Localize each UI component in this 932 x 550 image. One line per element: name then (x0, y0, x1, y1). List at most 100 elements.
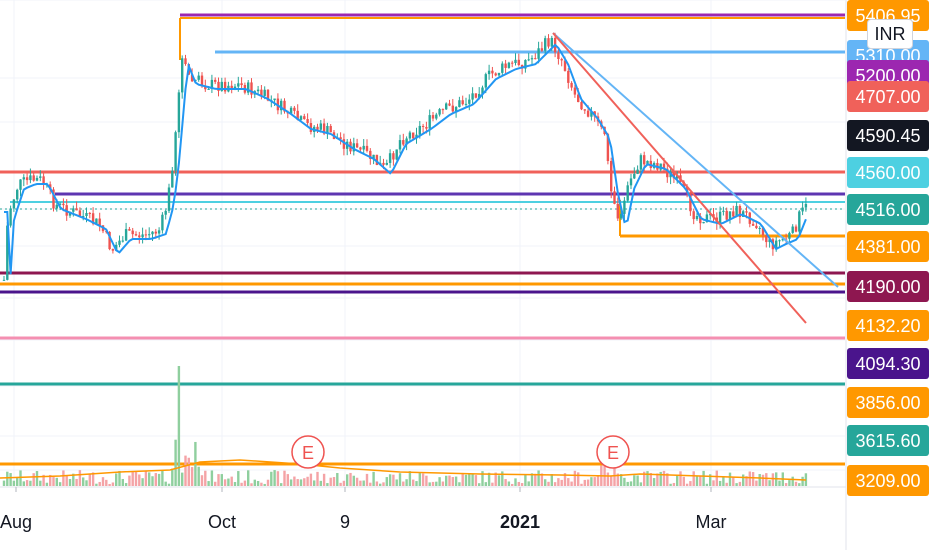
price-label[interactable]: 3615.60 (847, 425, 929, 456)
volume-bar (210, 470, 214, 486)
candle-body (339, 137, 342, 140)
volume-bar (42, 474, 45, 486)
price-label[interactable]: 4560.00 (847, 157, 929, 188)
candle-body (111, 249, 115, 251)
volume-bar (134, 471, 138, 486)
volume-bar (313, 480, 316, 486)
volume-bar (243, 480, 247, 486)
candle-body (95, 218, 98, 224)
candle-body (544, 38, 547, 51)
volume-bar (610, 475, 613, 486)
candle-body (355, 143, 359, 148)
volume-bar (550, 474, 553, 486)
candle-body (22, 177, 25, 180)
candle-body (451, 105, 454, 112)
candle-body (643, 155, 646, 165)
volume-bar (266, 479, 270, 486)
candle-body (131, 230, 134, 235)
volume-bar (299, 479, 303, 486)
price-label[interactable]: 4094.30 (847, 348, 929, 379)
candle-body (115, 244, 118, 251)
volume-bar (319, 480, 322, 486)
volume-bar (784, 483, 788, 486)
price-label[interactable]: 3856.00 (847, 387, 929, 418)
volume-bar (431, 481, 435, 486)
candle-body (527, 59, 530, 61)
volume-bar (207, 481, 210, 486)
candle-body (478, 93, 481, 98)
volume-bar (214, 481, 217, 486)
volume-bar (22, 481, 25, 486)
volume-bar (725, 482, 728, 486)
volume-bar (45, 482, 49, 486)
candle-body (58, 203, 62, 205)
volume-bar (62, 470, 65, 486)
candle-body (623, 200, 626, 214)
trendline-upper[interactable] (552, 32, 839, 288)
volume-bar (570, 481, 573, 486)
volume-bar (58, 482, 62, 486)
price-label[interactable]: 4190.00 (847, 271, 929, 302)
candle-body (484, 74, 487, 88)
volume-bar (534, 473, 537, 486)
price-label[interactable]: 3209.00 (847, 465, 929, 496)
candle-body (580, 102, 583, 110)
candle-body (273, 98, 276, 101)
candle-body (781, 238, 784, 241)
volume-bar (388, 474, 392, 486)
candle-body (636, 169, 639, 174)
candle-body (98, 218, 101, 226)
x-tick-label: Mar (696, 512, 727, 532)
volume-bar (527, 481, 530, 486)
candle-body (9, 208, 12, 226)
price-label-text: 4094.30 (855, 354, 920, 374)
volume-bar (603, 458, 606, 486)
candle-body (685, 186, 689, 193)
candle-body (388, 153, 392, 163)
candle-body (481, 87, 484, 94)
candle-body (62, 203, 65, 206)
volume-bar (362, 480, 365, 486)
volume-bar (669, 483, 672, 486)
candle-body (342, 139, 346, 149)
volume-bar (164, 481, 167, 486)
currency-badge[interactable]: INR (867, 19, 913, 49)
volume-bar (682, 476, 685, 486)
volume-bar (39, 480, 42, 486)
volume-bar (171, 468, 174, 486)
earnings-marker[interactable]: E (291, 435, 325, 469)
volume-bar (359, 480, 362, 486)
volume-bar (702, 470, 705, 486)
candle-body (672, 171, 676, 179)
candle-body (42, 176, 45, 185)
volume-bar (685, 483, 689, 486)
volume-bar (184, 455, 187, 486)
price-label[interactable]: 4707.00 (847, 81, 929, 112)
price-label[interactable]: 4381.00 (847, 231, 929, 262)
price-axis[interactable]: 5406.955310.005200.004707.004590.454560.… (847, 0, 929, 496)
volume-bar (633, 475, 636, 486)
candle-body (659, 163, 662, 170)
candle-body (586, 110, 590, 117)
candle-body (524, 60, 527, 69)
volume-bar (788, 480, 791, 486)
volume-bar (223, 479, 227, 486)
earnings-marker[interactable]: E (596, 435, 630, 469)
earnings-marker-label: E (607, 443, 619, 463)
earnings-marker-label: E (302, 443, 314, 463)
volume-bar (230, 476, 233, 486)
price-label[interactable]: 4132.20 (847, 310, 929, 341)
trendline-lower[interactable] (552, 32, 807, 324)
volume-bar (557, 478, 560, 486)
volume-bar (306, 476, 309, 486)
candle-body (468, 99, 471, 104)
candle-body (798, 211, 801, 232)
price-label-text: 4707.00 (855, 87, 920, 107)
candle-body (606, 134, 610, 162)
price-label[interactable]: 4516.00 (847, 194, 929, 225)
price-label[interactable]: 4590.45 (847, 120, 929, 151)
time-axis[interactable]: Aug Oct 9 2021 Mar (0, 487, 727, 532)
volume-bar (652, 478, 656, 486)
price-label-text: 4590.45 (855, 126, 920, 146)
